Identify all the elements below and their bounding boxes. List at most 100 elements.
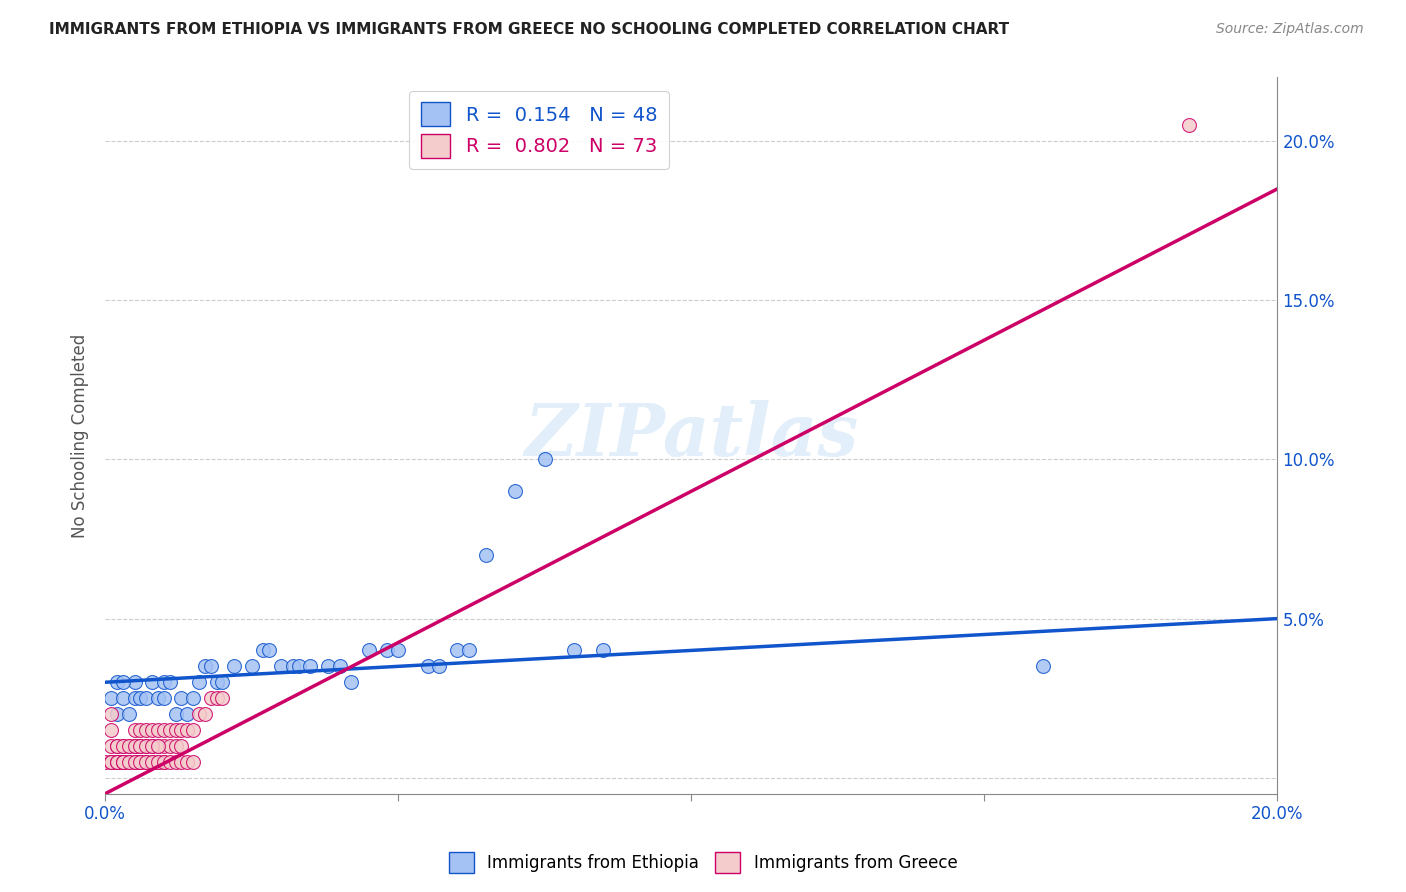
Legend: Immigrants from Ethiopia, Immigrants from Greece: Immigrants from Ethiopia, Immigrants fro… xyxy=(441,846,965,880)
Point xyxy=(129,739,152,753)
Point xyxy=(129,755,152,769)
Point xyxy=(141,675,163,690)
Point xyxy=(135,755,157,769)
Point xyxy=(181,755,204,769)
Point xyxy=(194,707,217,722)
Text: Source: ZipAtlas.com: Source: ZipAtlas.com xyxy=(1216,22,1364,37)
Point xyxy=(259,643,281,657)
Point xyxy=(211,675,233,690)
Point xyxy=(153,739,176,753)
Point xyxy=(159,675,181,690)
Point xyxy=(505,484,527,499)
Point xyxy=(124,739,146,753)
Point xyxy=(111,739,134,753)
Point xyxy=(446,643,468,657)
Point xyxy=(141,739,163,753)
Text: IMMIGRANTS FROM ETHIOPIA VS IMMIGRANTS FROM GREECE NO SCHOOLING COMPLETED CORREL: IMMIGRANTS FROM ETHIOPIA VS IMMIGRANTS F… xyxy=(49,22,1010,37)
Point xyxy=(176,723,198,737)
Point xyxy=(170,739,193,753)
Point xyxy=(188,707,211,722)
Point xyxy=(111,755,134,769)
Point xyxy=(165,707,187,722)
Point xyxy=(181,723,204,737)
Point xyxy=(118,755,141,769)
Point xyxy=(100,707,122,722)
Point xyxy=(141,739,163,753)
Point xyxy=(146,739,169,753)
Point xyxy=(118,739,141,753)
Legend: R =  0.154   N = 48, R =  0.802   N = 73: R = 0.154 N = 48, R = 0.802 N = 73 xyxy=(409,91,669,169)
Point xyxy=(124,755,146,769)
Point xyxy=(111,755,134,769)
Point xyxy=(329,659,352,673)
Point xyxy=(475,548,498,562)
Point xyxy=(357,643,380,657)
Point xyxy=(124,739,146,753)
Point xyxy=(287,659,309,673)
Point xyxy=(224,659,246,673)
Point xyxy=(129,739,152,753)
Point xyxy=(416,659,439,673)
Point xyxy=(194,659,217,673)
Point xyxy=(170,723,193,737)
Point xyxy=(111,675,134,690)
Point xyxy=(159,723,181,737)
Point xyxy=(1178,118,1201,132)
Point xyxy=(205,675,228,690)
Point xyxy=(211,691,233,706)
Point xyxy=(105,755,128,769)
Point xyxy=(176,755,198,769)
Point xyxy=(100,691,122,706)
Point xyxy=(129,755,152,769)
Point xyxy=(105,739,128,753)
Point xyxy=(1032,659,1054,673)
Point xyxy=(427,659,450,673)
Point xyxy=(188,675,211,690)
Point xyxy=(124,691,146,706)
Point xyxy=(105,707,128,722)
Point xyxy=(153,755,176,769)
Point xyxy=(153,755,176,769)
Point xyxy=(170,755,193,769)
Point xyxy=(153,675,176,690)
Point xyxy=(100,723,122,737)
Point xyxy=(252,643,274,657)
Point xyxy=(111,755,134,769)
Point xyxy=(316,659,339,673)
Point xyxy=(105,739,128,753)
Point xyxy=(240,659,263,673)
Point xyxy=(135,755,157,769)
Point xyxy=(205,691,228,706)
Point xyxy=(165,739,187,753)
Point xyxy=(135,691,157,706)
Point xyxy=(562,643,585,657)
Point xyxy=(340,675,363,690)
Point xyxy=(100,755,122,769)
Point xyxy=(100,739,122,753)
Point xyxy=(165,755,187,769)
Point xyxy=(592,643,614,657)
Point xyxy=(100,755,122,769)
Point xyxy=(118,739,141,753)
Point xyxy=(129,691,152,706)
Text: ZIPatlas: ZIPatlas xyxy=(524,400,859,471)
Point xyxy=(129,755,152,769)
Point xyxy=(153,723,176,737)
Point xyxy=(135,723,157,737)
Point xyxy=(135,739,157,753)
Point xyxy=(146,691,169,706)
Point xyxy=(94,755,117,769)
Point xyxy=(200,659,222,673)
Point xyxy=(105,755,128,769)
Point xyxy=(118,707,141,722)
Point xyxy=(105,755,128,769)
Point xyxy=(146,739,169,753)
Point xyxy=(118,755,141,769)
Point xyxy=(141,755,163,769)
Y-axis label: No Schooling Completed: No Schooling Completed xyxy=(72,334,89,538)
Point xyxy=(129,723,152,737)
Point xyxy=(457,643,479,657)
Point xyxy=(111,755,134,769)
Point xyxy=(281,659,304,673)
Point xyxy=(105,675,128,690)
